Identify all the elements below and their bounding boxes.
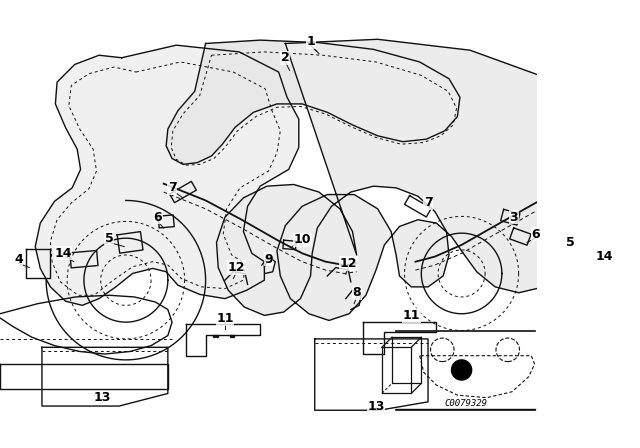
Text: 7: 7 (424, 197, 433, 210)
Text: 5: 5 (566, 236, 575, 249)
Polygon shape (216, 39, 611, 320)
Text: 11: 11 (403, 309, 420, 322)
Text: 7: 7 (168, 181, 177, 194)
Text: 14: 14 (595, 250, 613, 263)
Text: 4: 4 (14, 253, 23, 266)
Text: 3: 3 (509, 211, 518, 224)
Text: 13: 13 (93, 391, 111, 404)
Polygon shape (166, 40, 460, 164)
Polygon shape (35, 45, 299, 306)
Text: 11: 11 (216, 312, 234, 325)
Text: 5: 5 (105, 232, 113, 245)
Text: 10: 10 (293, 233, 311, 246)
Text: 1: 1 (306, 35, 315, 48)
Text: C0079329: C0079329 (444, 399, 487, 408)
Text: 2: 2 (281, 51, 290, 64)
Text: 6: 6 (531, 228, 540, 241)
Text: 9: 9 (264, 253, 273, 266)
Text: 12: 12 (340, 257, 357, 270)
Text: 14: 14 (54, 247, 72, 260)
Text: 8: 8 (353, 286, 361, 299)
Text: 12: 12 (228, 261, 245, 274)
Text: 13: 13 (367, 400, 385, 413)
Circle shape (452, 360, 472, 380)
Text: 6: 6 (154, 211, 162, 224)
